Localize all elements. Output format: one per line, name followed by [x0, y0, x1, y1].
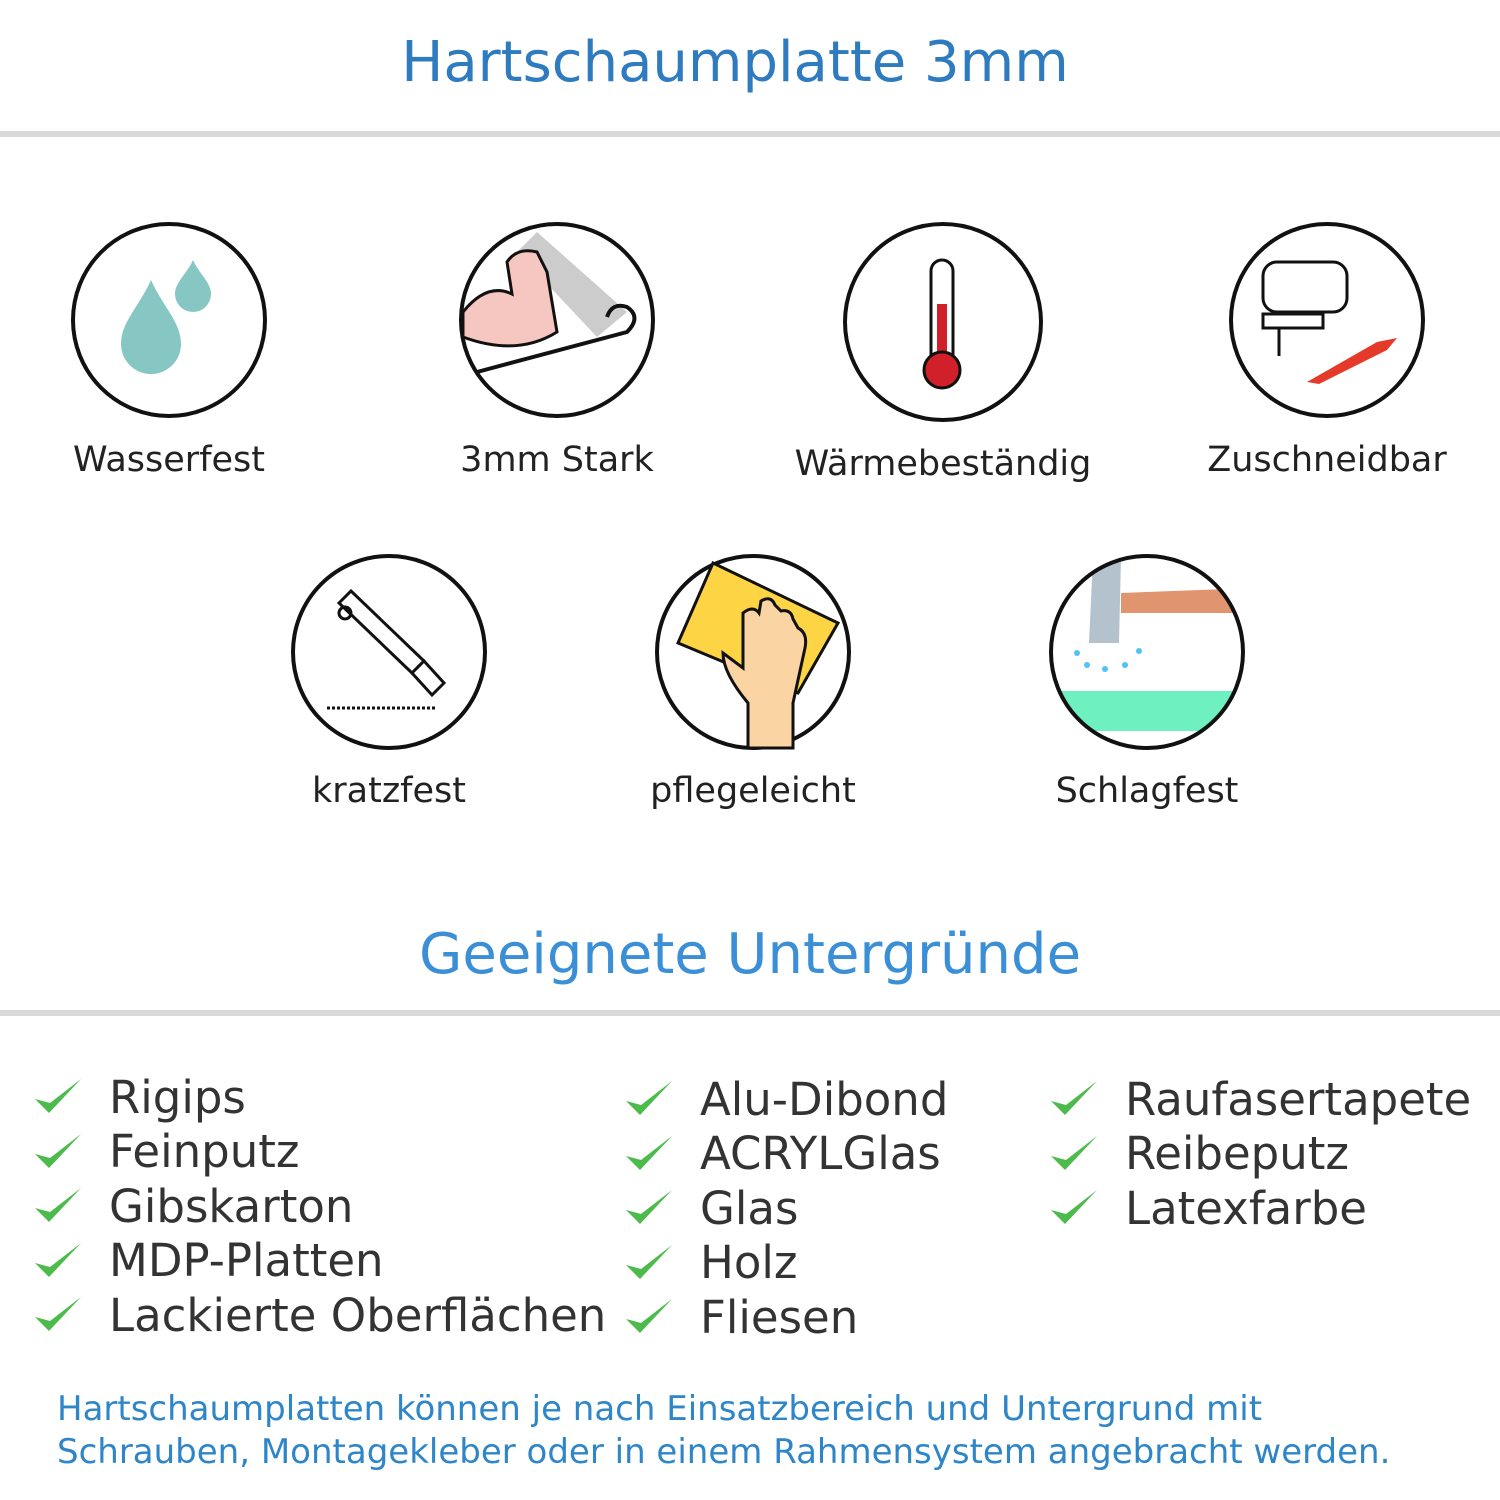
- surface-label: MDP-Platten: [109, 1234, 384, 1287]
- check-icon: [35, 1133, 81, 1168]
- surface-item: Glas: [624, 1181, 798, 1235]
- check-icon: [1051, 1190, 1097, 1224]
- feature-label: Wasserfest: [72, 440, 266, 480]
- thermometer-icon: [843, 222, 1043, 422]
- surface-label: Glas: [700, 1181, 799, 1235]
- jigsaw-icon: [1229, 222, 1425, 418]
- check-icon: [1051, 1135, 1097, 1170]
- hammer-icon: [1049, 554, 1245, 750]
- surface-item: MDP-Platten: [33, 1234, 384, 1288]
- page-title: Hartschaumplatte 3mm: [401, 30, 1069, 95]
- surface-label: Gibskarton: [109, 1179, 354, 1233]
- feature-kratzfest: kratzfest: [209, 553, 569, 811]
- surface-label: Reibeputz: [1125, 1127, 1350, 1180]
- divider: [0, 1010, 1500, 1016]
- check-icon: [626, 1135, 672, 1170]
- surface-item: Raufasertapete: [1049, 1072, 1471, 1126]
- footer-line: Schrauben, Montagekleber oder in einem R…: [57, 1432, 1391, 1472]
- feature-label: kratzfest: [311, 771, 466, 811]
- feature-label: 3mm Stark: [460, 440, 654, 480]
- divider: [0, 131, 1500, 137]
- surface-label: Lackierte Oberflächen: [109, 1288, 607, 1342]
- check-icon: [35, 1242, 81, 1277]
- feature-pflegeleicht: pflegeleicht: [573, 553, 933, 811]
- surface-item: Feinputz: [33, 1125, 299, 1179]
- feature-wasserfest: Wasserfest: [0, 222, 349, 480]
- check-icon: [35, 1188, 81, 1222]
- check-icon: [35, 1297, 81, 1331]
- check-icon: [1051, 1081, 1097, 1115]
- feature-waermebestaendig: Wärmebeständig: [763, 222, 1123, 484]
- surface-item: Reibeputz: [1049, 1127, 1349, 1181]
- feature-schlagfest: Schlagfest: [967, 553, 1327, 811]
- surface-item: Fliesen: [624, 1290, 858, 1344]
- surface-label: ACRYLGlas: [700, 1127, 941, 1180]
- feature-label: Schlagfest: [1055, 771, 1239, 811]
- surface-item: Latexfarbe: [1049, 1181, 1367, 1235]
- surface-label: Holz: [700, 1236, 798, 1289]
- feature-label: Wärmebeständig: [794, 444, 1092, 484]
- surface-item: Holz: [624, 1236, 798, 1290]
- water-drops-icon: [71, 222, 267, 418]
- surface-item: Rigips: [33, 1070, 246, 1124]
- surface-item: Lackierte Oberflächen: [33, 1288, 606, 1342]
- feature-label: Zuschneidbar: [1207, 440, 1447, 480]
- surface-item: ACRYLGlas: [624, 1127, 941, 1181]
- footer-note: Hartschaumplatten können je nach Einsatz…: [57, 1388, 1390, 1474]
- check-icon: [626, 1299, 672, 1333]
- surface-label: Feinputz: [109, 1125, 300, 1178]
- surface-label: Latexfarbe: [1125, 1181, 1367, 1235]
- surface-label: Fliesen: [700, 1290, 859, 1344]
- surface-label: Raufasertapete: [1125, 1072, 1472, 1126]
- surface-label: Alu-Dibond: [700, 1072, 949, 1126]
- feature-zuschneidbar: Zuschneidbar: [1147, 222, 1500, 480]
- surface-item: Alu-Dibond: [624, 1072, 948, 1126]
- footer-line: Hartschaumplatten können je nach Einsatz…: [57, 1389, 1263, 1429]
- check-icon: [626, 1081, 672, 1115]
- check-icon: [626, 1190, 672, 1224]
- feature-3mm-stark: 3mm Stark: [377, 222, 737, 480]
- cutter-knife-icon: [291, 554, 487, 750]
- check-icon: [35, 1079, 81, 1113]
- surface-label: Rigips: [109, 1070, 246, 1124]
- surface-item: Gibskarton: [33, 1179, 353, 1233]
- strong-arm-icon: [459, 222, 655, 418]
- check-icon: [626, 1244, 672, 1279]
- feature-label: pflegeleicht: [650, 771, 856, 811]
- cleaning-sponge-icon: [655, 554, 851, 750]
- surfaces-title: Geeignete Untergründe: [418, 922, 1082, 987]
